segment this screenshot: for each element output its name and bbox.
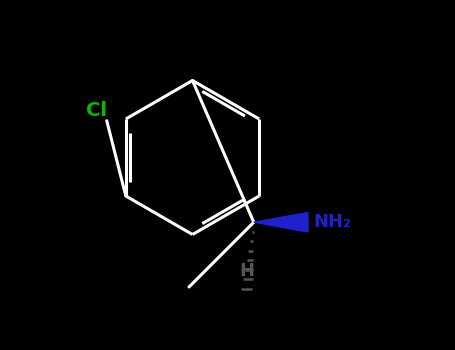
Text: H: H [239,262,254,280]
Polygon shape [254,212,308,232]
Text: NH₂: NH₂ [313,213,351,231]
Text: Cl: Cl [86,101,107,120]
